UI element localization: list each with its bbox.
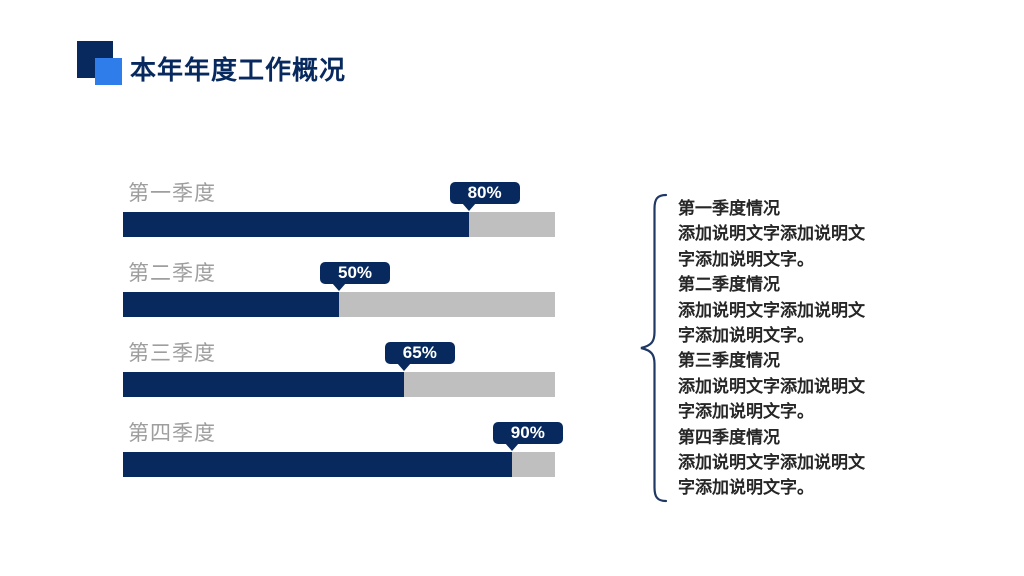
bar-row: 第二季度 50%	[123, 262, 555, 342]
note-item: 第二季度情况 添加说明文字添加说明文字添加说明文字。	[678, 272, 878, 348]
value-label: 50%	[337, 263, 373, 282]
bar-track	[123, 212, 555, 237]
value-label: 65%	[402, 343, 437, 362]
bar-fill	[123, 372, 404, 397]
bar-row: 第三季度 65%	[123, 342, 555, 422]
value-bubble: 80%	[449, 182, 520, 211]
note-title: 第一季度情况	[678, 199, 780, 218]
bar-category-label: 第三季度	[128, 342, 216, 365]
value-label: 80%	[467, 183, 502, 202]
bubble-arrow-down-icon	[396, 363, 411, 371]
curly-brace-decor	[640, 193, 668, 503]
bubble-arrow-down-icon	[332, 283, 346, 291]
bar-fill	[123, 292, 339, 317]
note-title: 第四季度情况	[678, 427, 780, 447]
bar-track	[123, 452, 555, 477]
note-item: 第三季度情况 添加说明文字添加说明文字添加说明文字。	[678, 348, 878, 424]
bar-category-label: 第四季度	[128, 422, 216, 445]
bar-track	[123, 372, 555, 397]
bar-track	[123, 292, 555, 317]
note-body: 添加说明文字添加说明文字添加说明文字。	[678, 453, 865, 498]
note-body: 添加说明文字添加说明文字添加说明文字。	[678, 224, 865, 269]
bar-category-label: 第二季度	[128, 262, 216, 285]
note-title: 第三季度情况	[678, 351, 780, 371]
page-title: 本年年度工作概况	[130, 55, 347, 85]
bar-fill	[123, 452, 512, 477]
note-body: 添加说明文字添加说明文字添加说明文字。	[678, 300, 865, 346]
note-body: 添加说明文字添加说明文字添加说明文字。	[678, 376, 865, 422]
bubble-arrow-down-icon	[504, 443, 519, 451]
bar-row: 第四季度 90%	[123, 422, 563, 502]
note-item: 第一季度情况 添加说明文字添加说明文字添加说明文字。	[678, 196, 878, 272]
bar-fill	[123, 212, 469, 237]
bubble-arrow-down-icon	[461, 203, 476, 211]
notes-panel: 第一季度情况 添加说明文字添加说明文字添加说明文字。 第二季度情况 添加说明文字…	[678, 196, 878, 501]
note-title: 第二季度情况	[678, 275, 780, 295]
value-bubble: 50%	[320, 262, 390, 291]
value-bubble: 90%	[492, 422, 563, 451]
note-item: 第四季度情况 添加说明文字添加说明文字添加说明文字。	[678, 425, 878, 501]
quarterly-progress-bar-chart: 第一季度 80% 第二季度 50% 第三季度 65% 第四季度	[123, 182, 563, 502]
title-decor-blue-square	[95, 58, 122, 85]
bar-row: 第一季度 80%	[123, 182, 555, 262]
value-label: 90%	[510, 423, 545, 442]
bar-category-label: 第一季度	[128, 182, 216, 205]
value-bubble: 65%	[384, 342, 455, 371]
